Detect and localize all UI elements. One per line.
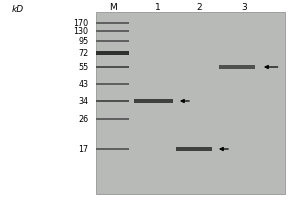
- Text: 95: 95: [78, 36, 88, 46]
- Text: 55: 55: [78, 62, 88, 72]
- Text: 2: 2: [197, 2, 202, 11]
- Text: M: M: [109, 2, 116, 11]
- Text: 17: 17: [78, 144, 88, 154]
- Text: 34: 34: [79, 97, 88, 106]
- Text: 26: 26: [78, 114, 88, 123]
- Bar: [176, 147, 212, 151]
- Bar: [96, 30, 129, 32]
- Bar: [96, 12, 285, 194]
- Bar: [96, 66, 129, 68]
- Bar: [219, 65, 255, 69]
- Text: kD: kD: [12, 4, 24, 14]
- Text: 170: 170: [74, 19, 88, 27]
- Text: 130: 130: [74, 26, 88, 36]
- Text: 72: 72: [78, 48, 88, 58]
- Bar: [96, 148, 129, 150]
- Text: 1: 1: [154, 2, 160, 11]
- Bar: [96, 40, 129, 42]
- Text: 3: 3: [242, 2, 248, 11]
- Bar: [134, 99, 172, 103]
- Bar: [96, 22, 129, 24]
- Bar: [96, 118, 129, 120]
- Bar: [96, 100, 129, 102]
- Bar: [96, 51, 129, 55]
- Text: 43: 43: [79, 80, 88, 88]
- Bar: [96, 83, 129, 85]
